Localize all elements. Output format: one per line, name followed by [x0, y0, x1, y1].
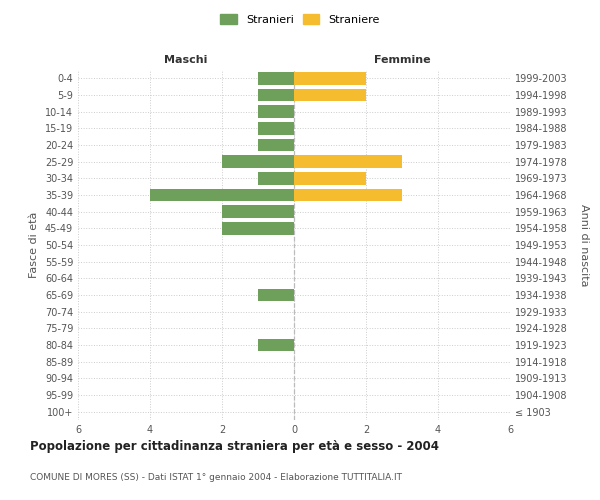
Y-axis label: Anni di nascita: Anni di nascita — [579, 204, 589, 286]
Bar — [294, 72, 366, 85]
Bar — [294, 172, 366, 184]
Bar — [258, 172, 294, 184]
Bar — [294, 89, 366, 101]
Bar — [258, 106, 294, 118]
Bar — [150, 188, 294, 201]
Bar — [258, 72, 294, 85]
Bar — [222, 206, 294, 218]
Bar — [294, 156, 402, 168]
Text: COMUNE DI MORES (SS) - Dati ISTAT 1° gennaio 2004 - Elaborazione TUTTITALIA.IT: COMUNE DI MORES (SS) - Dati ISTAT 1° gen… — [30, 472, 402, 482]
Bar — [258, 138, 294, 151]
Legend: Stranieri, Straniere: Stranieri, Straniere — [217, 10, 383, 28]
Bar — [258, 289, 294, 301]
Bar — [258, 339, 294, 351]
Bar — [294, 188, 402, 201]
Bar — [222, 222, 294, 234]
Bar — [222, 156, 294, 168]
Bar — [258, 122, 294, 134]
Text: Popolazione per cittadinanza straniera per età e sesso - 2004: Popolazione per cittadinanza straniera p… — [30, 440, 439, 453]
Bar — [258, 89, 294, 101]
Y-axis label: Fasce di età: Fasce di età — [29, 212, 39, 278]
Text: Maschi: Maschi — [164, 55, 208, 65]
Text: Femmine: Femmine — [374, 55, 430, 65]
